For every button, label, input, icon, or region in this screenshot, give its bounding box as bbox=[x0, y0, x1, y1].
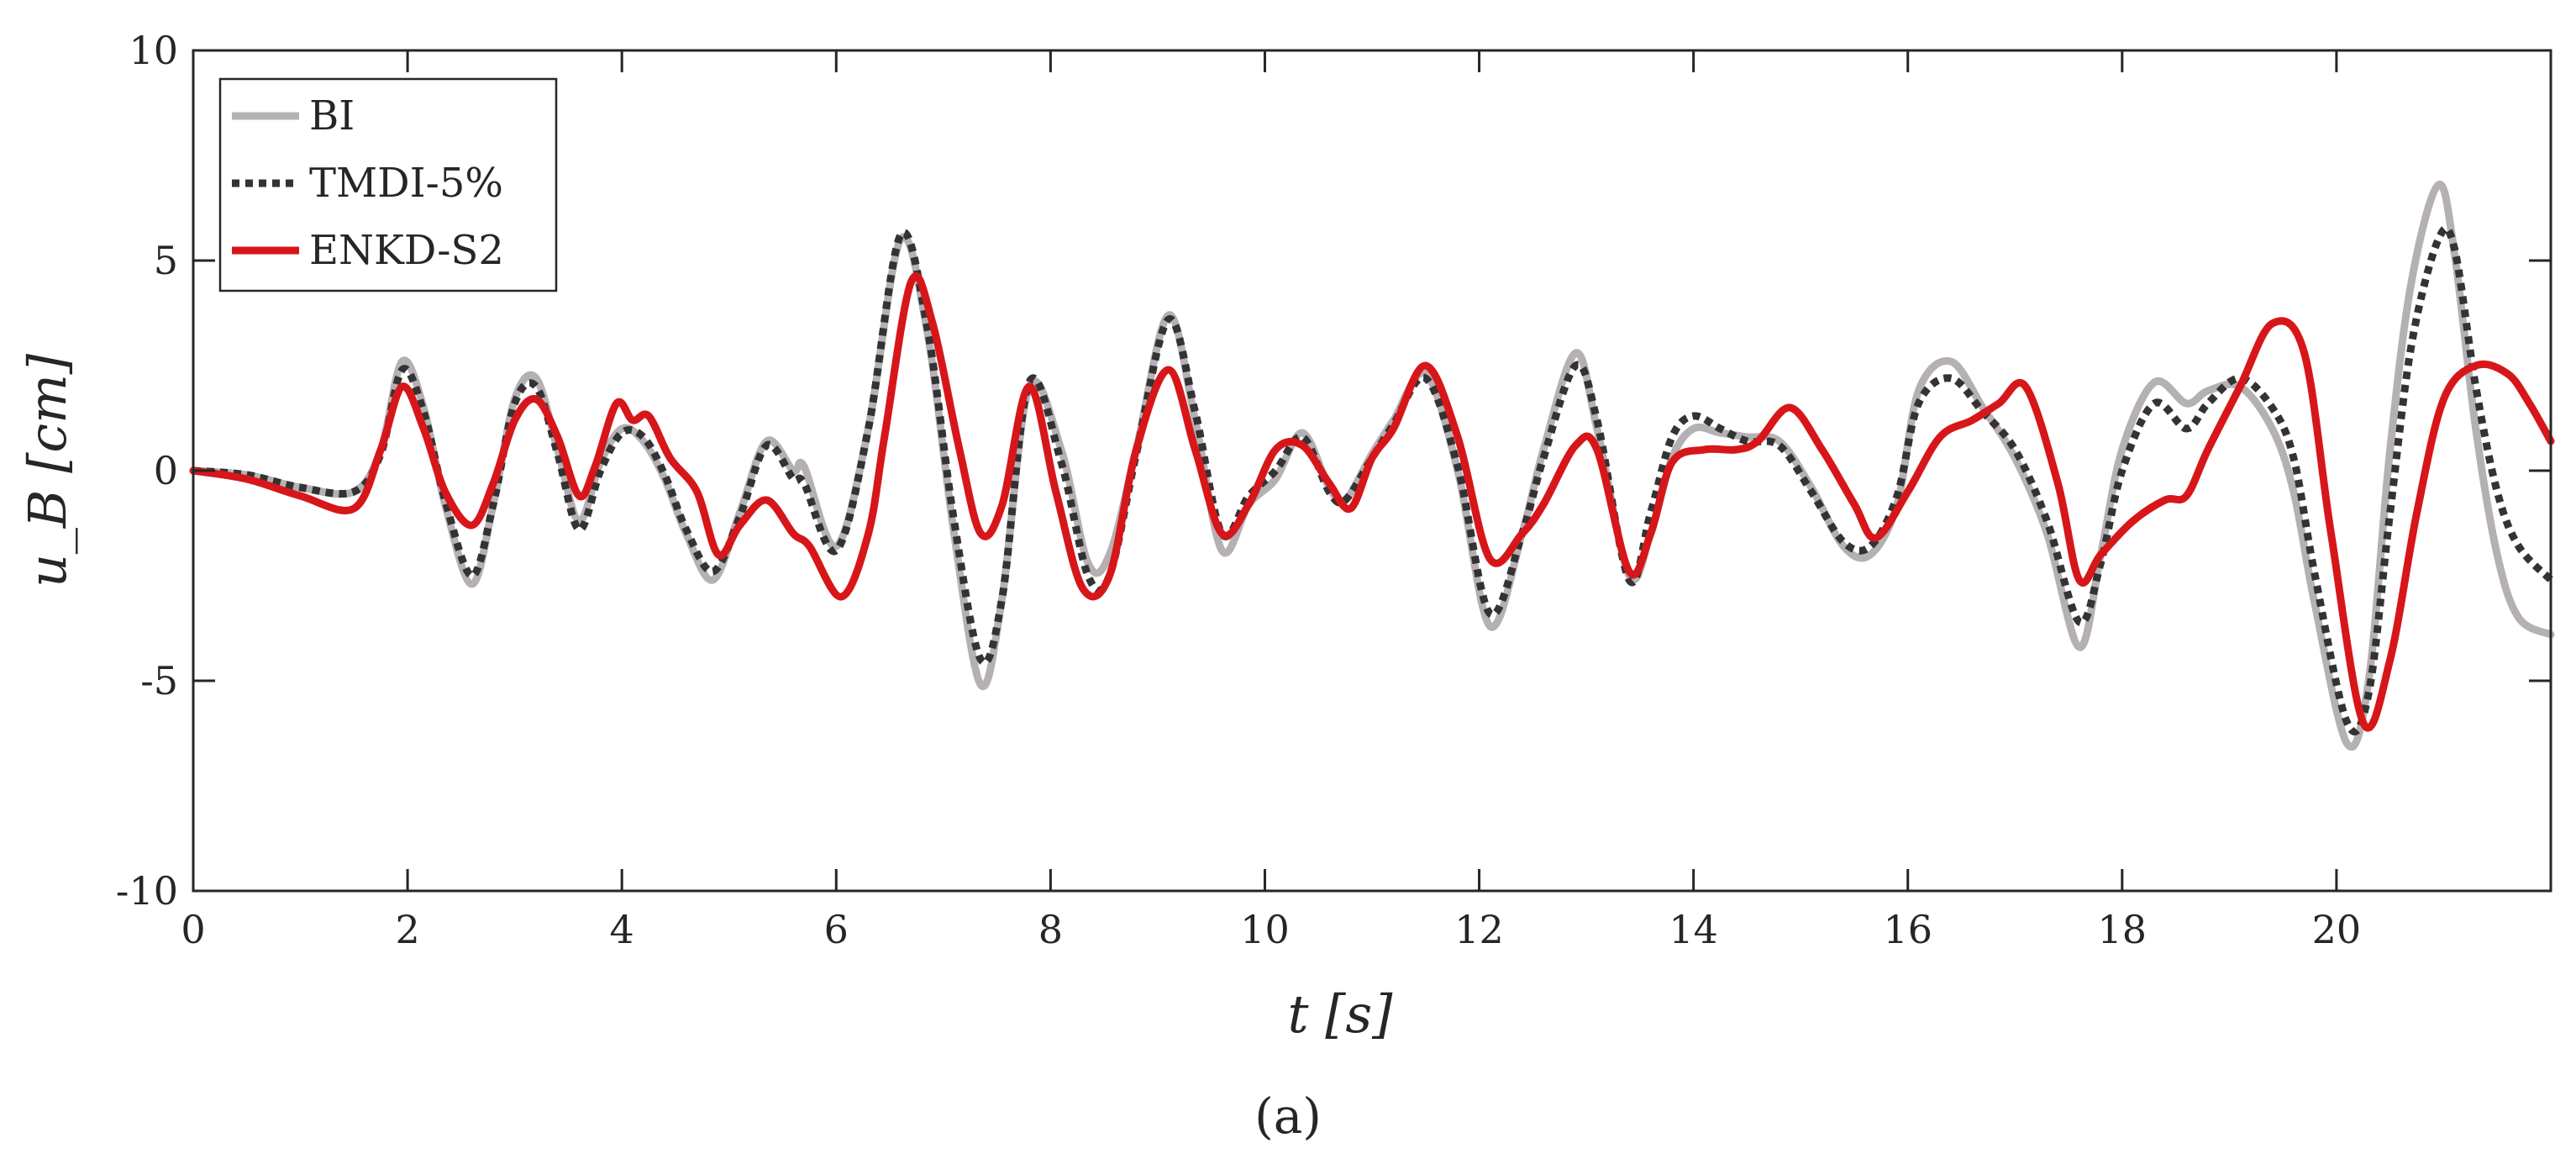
series-line-enkd-s2 bbox=[189, 271, 2555, 732]
y-tick-label: -5 bbox=[140, 658, 178, 703]
legend-label-enkd: ENKD-S2 bbox=[309, 227, 504, 274]
x-tick-label: 8 bbox=[1038, 907, 1063, 952]
plot-area bbox=[193, 50, 2551, 891]
y-tick-label: 5 bbox=[154, 238, 178, 283]
y-tick-label: 0 bbox=[154, 448, 178, 493]
legend-label-bi: BI bbox=[309, 92, 355, 140]
y-axis-label: u_B [cm] bbox=[17, 353, 78, 587]
x-tick-label: 6 bbox=[824, 907, 849, 952]
y-tick-label: -10 bbox=[116, 868, 178, 914]
legend: BI TMDI-5% ENKD-S2 bbox=[218, 77, 558, 292]
figure-caption: (a) bbox=[1254, 1088, 1322, 1145]
x-tick-label: 16 bbox=[1883, 907, 1932, 952]
x-tick-label: 4 bbox=[610, 907, 634, 952]
x-tick-label: 20 bbox=[2312, 907, 2362, 952]
y-tick-label: 10 bbox=[129, 28, 178, 73]
x-tick-label: 0 bbox=[181, 907, 205, 952]
x-tick-label: 14 bbox=[1669, 907, 1718, 952]
x-tick-label: 2 bbox=[395, 907, 419, 952]
x-tick-label: 18 bbox=[2098, 907, 2148, 952]
x-axis-label: t [s] bbox=[1288, 983, 1394, 1045]
tick-layer: 0 2 4 6 8 10 12 14 16 18 20 -10 -5 0 5 10 bbox=[116, 28, 2551, 952]
series-line-tmdi-5 bbox=[192, 224, 2554, 736]
series-layer bbox=[189, 181, 2555, 751]
x-tick-label: 10 bbox=[1240, 907, 1290, 952]
x-tick-label: 12 bbox=[1454, 907, 1504, 952]
legend-label-tmdi: TMDI-5% bbox=[309, 160, 503, 207]
